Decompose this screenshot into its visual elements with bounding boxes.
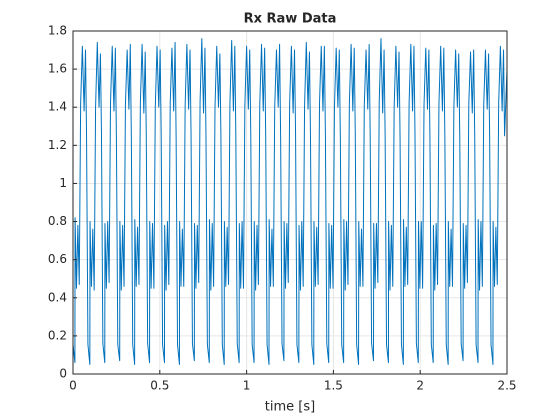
lines xyxy=(72,38,508,365)
y-tick-label: 0.8 xyxy=(48,214,67,228)
y-tick-label: 1.2 xyxy=(48,138,67,152)
x-tick-label: 0 xyxy=(69,379,77,393)
y-tick-label: 0 xyxy=(59,367,67,381)
x-tick-label: 1 xyxy=(243,379,251,393)
y-tick-label: 1.4 xyxy=(48,100,67,114)
y-tick-label: 0.6 xyxy=(48,252,67,266)
ticks: 0 0.2 0.4 0.6 0.8 1 1.2 1.4 1.6 1.8 0 0.5 1 1.5 2 2.5 xyxy=(48,24,517,393)
x-tick-label: 0.5 xyxy=(150,379,169,393)
x-axis-label: time [s] xyxy=(265,400,315,415)
y-tick-label: 0.4 xyxy=(48,290,67,304)
y-tick-label: 1.8 xyxy=(48,24,67,38)
x-tick-label: 1.5 xyxy=(324,379,343,393)
y-tick-label: 0.2 xyxy=(48,328,67,342)
x-tick-label: 2.5 xyxy=(497,379,516,393)
x-tick-label: 2 xyxy=(416,379,424,393)
y-tick-label: 1.6 xyxy=(48,62,67,76)
y-tick-label: 1 xyxy=(59,176,67,190)
axes-box xyxy=(72,30,508,375)
data-line xyxy=(72,38,508,365)
chart-title: Rx Raw Data xyxy=(244,12,337,27)
